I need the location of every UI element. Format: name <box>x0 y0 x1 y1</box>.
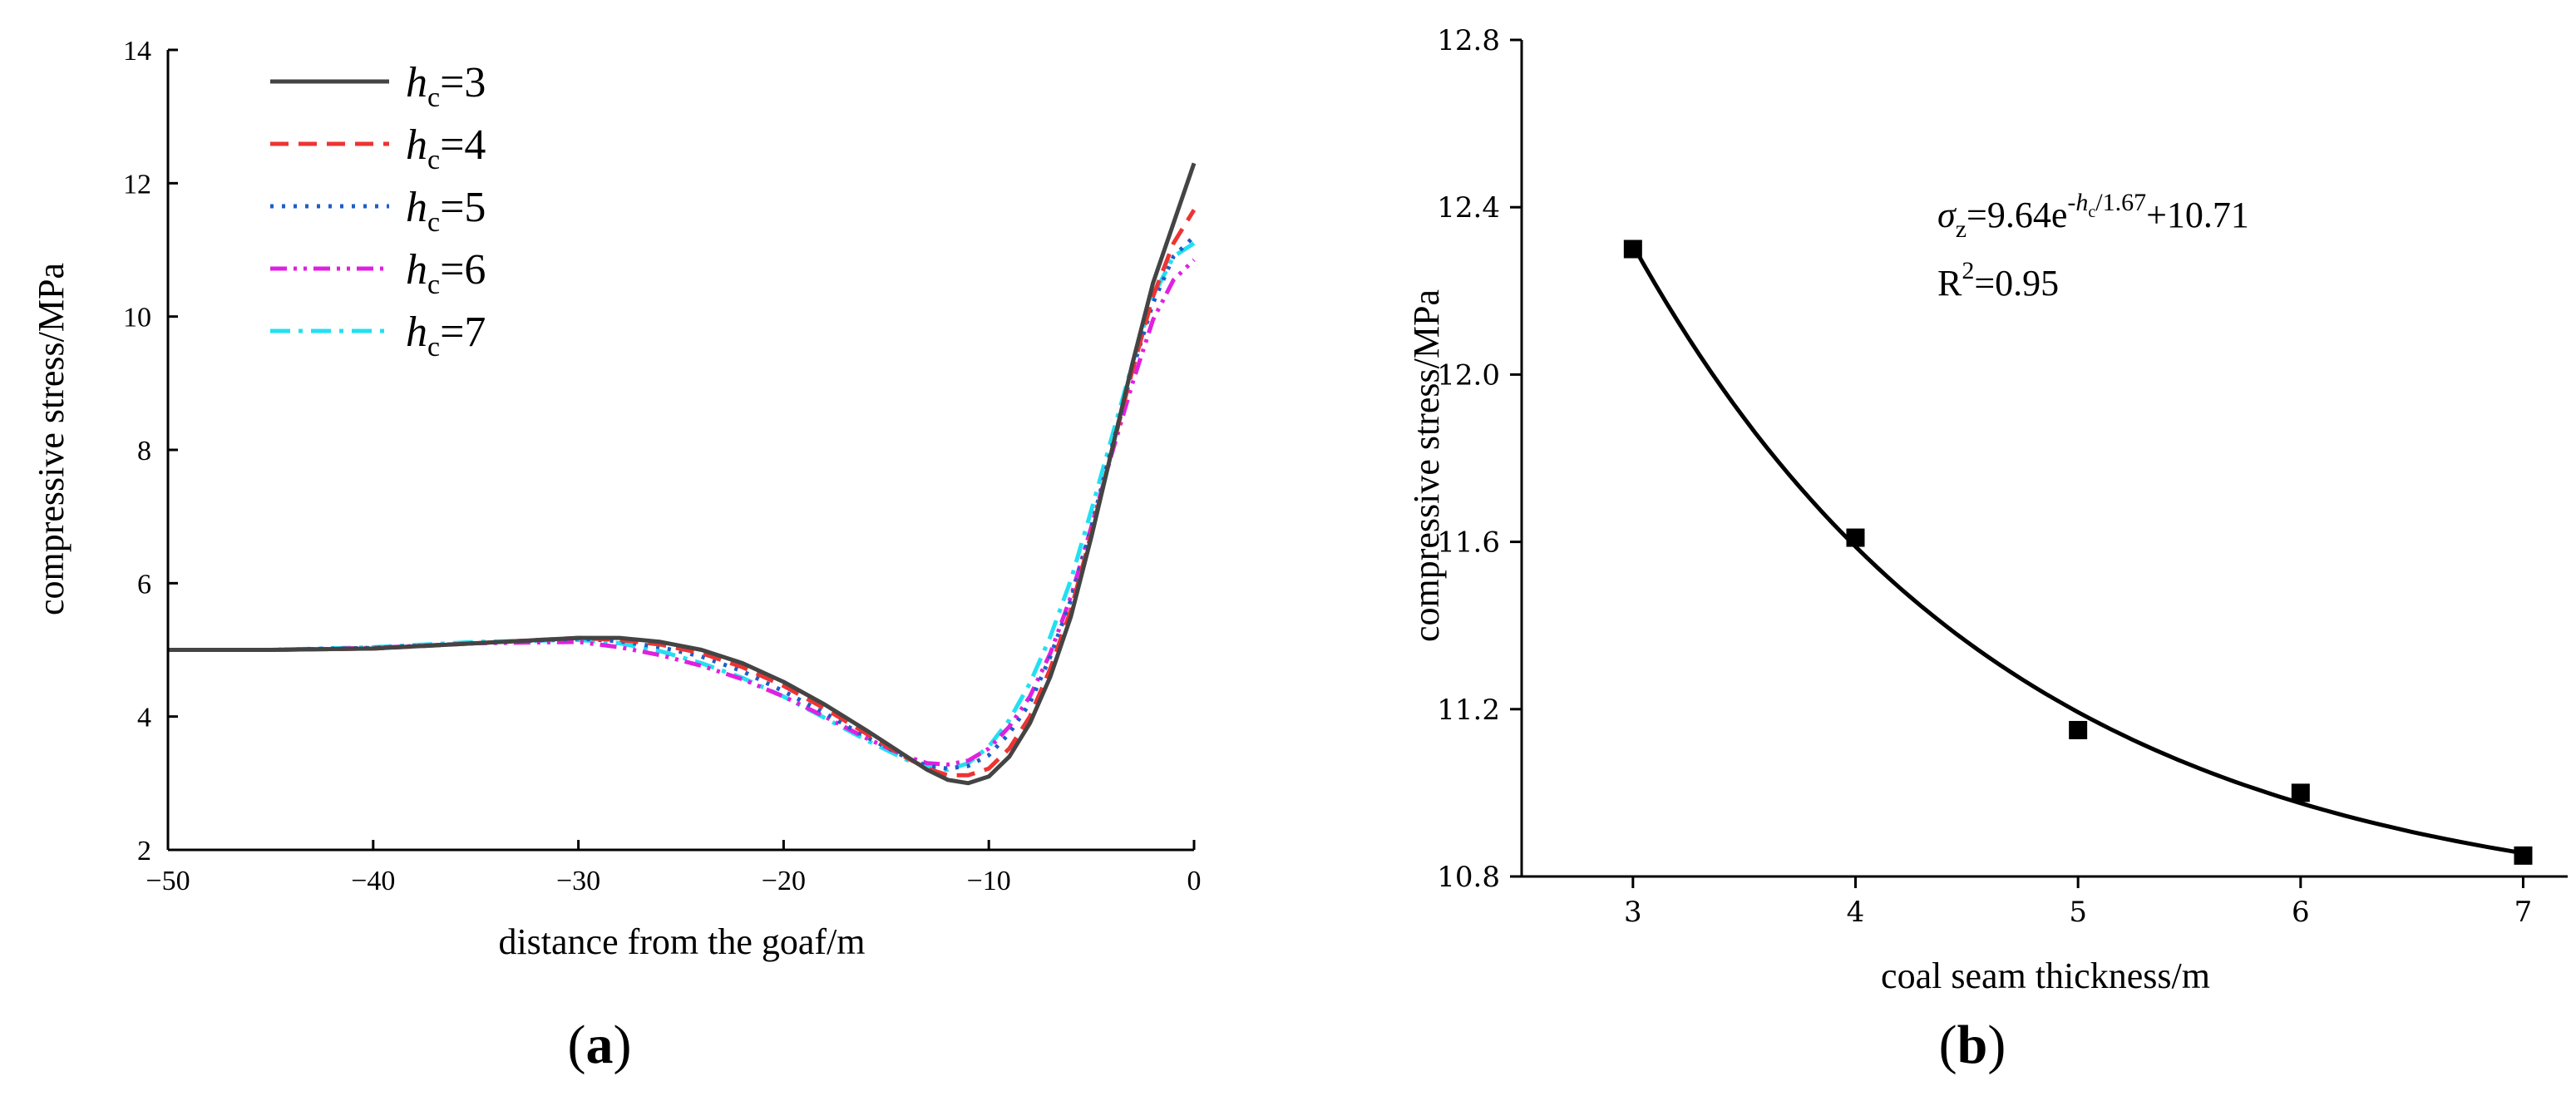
chart-a-x-tick-label: −20 <box>762 866 806 896</box>
data-point <box>2291 783 2310 802</box>
legend-label-hc-3: hc=3 <box>406 59 486 113</box>
chart-a-axes <box>166 50 1194 852</box>
chart-a-y-tick-label: 2 <box>137 836 151 867</box>
chart-b-axes <box>1520 40 2568 878</box>
chart-a-x-tick-label: −50 <box>146 866 190 896</box>
chart-b-fit-curve <box>1631 244 2524 856</box>
chart-a-x-tick-label: −30 <box>556 866 600 896</box>
chart-b-y-tick-label: 12.0 <box>1437 358 1500 392</box>
legend-label-hc-4: hc=4 <box>406 121 486 175</box>
chart-b-y-tick-label: 12.4 <box>1437 191 1500 225</box>
chart-b-y-tick-label: 11.6 <box>1437 526 1500 560</box>
chart-a-xlabel: distance from the goaf/m <box>498 921 865 962</box>
chart-a-x-tick-label: 0 <box>1187 866 1202 896</box>
chart-b-x-tick-label: 5 <box>2069 896 2087 929</box>
chart-a-ylabel: compressive stress/MPa <box>31 263 72 615</box>
data-point <box>1623 239 1642 259</box>
legend-label-hc-7: hc=7 <box>406 309 486 363</box>
chart-a-ticks: −50 −40 −30 −20 −10 0 2 4 6 8 10 12 14 <box>123 36 1202 896</box>
series-line-hc-4 <box>168 209 1197 778</box>
chart-a-y-tick-label: 8 <box>137 436 151 467</box>
chart-b-x-tick-label: 7 <box>2514 896 2533 929</box>
panel-b-label: (b) <box>1939 1015 2006 1075</box>
panel-b: 3 4 5 6 7 10.8 11.2 11.6 12.0 12.4 12.8 coal seam … <box>1406 24 2568 1075</box>
chart-a-x-tick-label: −10 <box>967 866 1011 896</box>
panel-a: −50 −40 −30 −20 −10 0 2 4 6 8 10 12 14 distance from… <box>31 36 1202 1075</box>
chart-b-y-tick-label: 12.8 <box>1437 24 1500 57</box>
fit-r-squared: R2=0.95 <box>1937 257 2059 304</box>
chart-b-x-tick-label: 6 <box>2292 896 2310 929</box>
legend-label-hc-6: hc=6 <box>406 246 486 300</box>
chart-b-y-tick-label: 10.8 <box>1437 861 1500 894</box>
legend-a: hc=3 hc=4 hc=5 hc=6 hc=7 <box>270 59 486 363</box>
series-line-hc-3 <box>168 162 1197 786</box>
chart-b-xlabel: coal seam thickness/m <box>1881 955 2210 996</box>
chart-b-x-tick-label: 3 <box>1624 896 1642 929</box>
series-line-hc-6 <box>168 258 1196 767</box>
fit-curve <box>1631 244 2524 856</box>
chart-a-y-tick-label: 12 <box>123 169 151 200</box>
chart-b-points <box>1623 239 2533 865</box>
chart-b-x-tick-label: 4 <box>1847 896 1865 929</box>
chart-a-y-tick-label: 4 <box>137 703 151 733</box>
fit-equation: σz=9.64e-hc/1.67+10.71 <box>1937 189 2249 243</box>
chart-a-lines <box>168 162 1197 786</box>
chart-a-y-tick-label: 14 <box>123 36 151 67</box>
panel-a-label: (a) <box>568 1015 632 1075</box>
data-point <box>1846 528 1865 547</box>
data-point <box>2514 846 2533 865</box>
chart-a-x-tick-label: −40 <box>351 866 395 896</box>
legend-label-hc-5: hc=5 <box>406 184 486 238</box>
data-point <box>2069 720 2088 739</box>
chart-a-y-tick-label: 6 <box>137 569 151 600</box>
chart-a-y-tick-label: 10 <box>123 303 151 333</box>
chart-b-ylabel: compressive stress/MPa <box>1406 289 1447 642</box>
series-line-hc-7 <box>168 241 1196 773</box>
chart-b-y-tick-label: 11.2 <box>1437 694 1500 727</box>
chart-b-ticks: 3 4 5 6 7 10.8 11.2 11.6 12.0 12.4 12.8 <box>1437 24 2532 929</box>
